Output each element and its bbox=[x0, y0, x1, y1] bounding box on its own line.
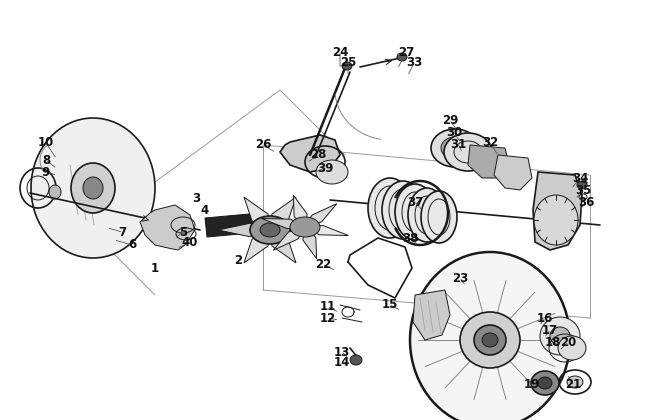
Polygon shape bbox=[533, 172, 582, 250]
Ellipse shape bbox=[83, 177, 103, 199]
Ellipse shape bbox=[71, 163, 115, 213]
Ellipse shape bbox=[534, 195, 578, 245]
Text: 17: 17 bbox=[542, 323, 558, 336]
Text: 10: 10 bbox=[38, 136, 54, 150]
Polygon shape bbox=[205, 213, 262, 237]
Ellipse shape bbox=[540, 317, 580, 355]
Text: 33: 33 bbox=[406, 57, 422, 69]
Polygon shape bbox=[303, 227, 317, 259]
Text: 16: 16 bbox=[537, 312, 553, 325]
Text: 37: 37 bbox=[407, 195, 423, 208]
Ellipse shape bbox=[350, 355, 362, 365]
Text: 26: 26 bbox=[255, 139, 271, 152]
Text: 2: 2 bbox=[234, 254, 242, 267]
Text: 20: 20 bbox=[560, 336, 576, 349]
Polygon shape bbox=[293, 195, 307, 227]
Polygon shape bbox=[244, 197, 270, 230]
Text: 19: 19 bbox=[524, 378, 540, 391]
Polygon shape bbox=[270, 223, 322, 237]
Text: 3: 3 bbox=[192, 192, 200, 205]
Polygon shape bbox=[305, 226, 348, 236]
Ellipse shape bbox=[538, 377, 552, 389]
Text: 34: 34 bbox=[572, 171, 588, 184]
Text: 8: 8 bbox=[42, 153, 50, 166]
Ellipse shape bbox=[558, 336, 586, 360]
Ellipse shape bbox=[474, 325, 506, 355]
Polygon shape bbox=[305, 204, 337, 227]
Polygon shape bbox=[273, 227, 305, 250]
Polygon shape bbox=[270, 230, 296, 263]
Polygon shape bbox=[468, 145, 510, 178]
Ellipse shape bbox=[342, 62, 352, 70]
Ellipse shape bbox=[460, 312, 520, 368]
Text: 36: 36 bbox=[578, 195, 594, 208]
Ellipse shape bbox=[49, 185, 61, 199]
Text: 39: 39 bbox=[317, 162, 333, 174]
Text: 13: 13 bbox=[334, 346, 350, 359]
Polygon shape bbox=[244, 230, 270, 263]
Text: 18: 18 bbox=[545, 336, 561, 349]
Ellipse shape bbox=[421, 191, 457, 243]
Text: 25: 25 bbox=[340, 57, 356, 69]
Text: 27: 27 bbox=[398, 45, 414, 58]
Ellipse shape bbox=[397, 53, 407, 61]
Text: 22: 22 bbox=[315, 258, 331, 271]
Ellipse shape bbox=[31, 118, 155, 258]
Ellipse shape bbox=[577, 181, 587, 189]
Ellipse shape bbox=[441, 137, 469, 159]
Ellipse shape bbox=[567, 376, 583, 388]
Ellipse shape bbox=[410, 252, 570, 420]
Polygon shape bbox=[218, 223, 270, 237]
Ellipse shape bbox=[250, 216, 290, 244]
Ellipse shape bbox=[531, 371, 559, 395]
Text: 30: 30 bbox=[446, 126, 462, 139]
Text: 6: 6 bbox=[128, 239, 136, 252]
Text: 1: 1 bbox=[151, 262, 159, 275]
Text: 40: 40 bbox=[182, 236, 198, 249]
Text: 31: 31 bbox=[450, 137, 466, 150]
Polygon shape bbox=[494, 155, 532, 190]
Text: 29: 29 bbox=[442, 113, 458, 126]
Text: 11: 11 bbox=[320, 300, 336, 313]
Text: 38: 38 bbox=[402, 231, 418, 244]
Ellipse shape bbox=[431, 129, 479, 167]
Text: 21: 21 bbox=[565, 378, 581, 391]
Text: 15: 15 bbox=[382, 299, 398, 312]
Text: 5: 5 bbox=[179, 226, 187, 239]
Text: 7: 7 bbox=[118, 226, 126, 239]
Ellipse shape bbox=[482, 333, 498, 347]
Ellipse shape bbox=[395, 184, 435, 240]
Text: 35: 35 bbox=[575, 184, 592, 197]
Text: 32: 32 bbox=[482, 136, 498, 150]
Text: 23: 23 bbox=[452, 271, 468, 284]
Polygon shape bbox=[413, 290, 450, 340]
Text: 24: 24 bbox=[332, 45, 348, 58]
Ellipse shape bbox=[382, 181, 424, 239]
Ellipse shape bbox=[316, 160, 348, 184]
Polygon shape bbox=[280, 135, 340, 172]
Text: 14: 14 bbox=[334, 357, 350, 370]
Polygon shape bbox=[261, 218, 305, 228]
Ellipse shape bbox=[368, 178, 412, 238]
Text: 28: 28 bbox=[310, 149, 326, 162]
Ellipse shape bbox=[550, 327, 570, 345]
Polygon shape bbox=[270, 197, 296, 230]
Text: 12: 12 bbox=[320, 312, 336, 325]
Text: 4: 4 bbox=[201, 204, 209, 216]
Ellipse shape bbox=[444, 133, 492, 171]
Ellipse shape bbox=[290, 217, 320, 237]
Ellipse shape bbox=[457, 283, 469, 293]
Text: 9: 9 bbox=[42, 165, 50, 178]
Ellipse shape bbox=[408, 188, 446, 242]
Ellipse shape bbox=[260, 223, 280, 237]
Polygon shape bbox=[140, 205, 195, 250]
